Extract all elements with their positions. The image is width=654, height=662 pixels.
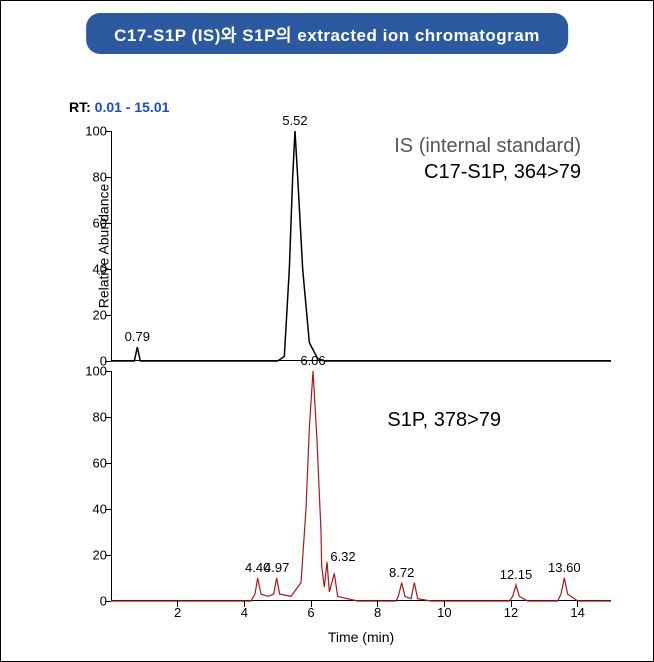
y-tick-label: 100	[85, 124, 107, 139]
y-tick-mark	[105, 463, 111, 464]
x-tick-label: 8	[374, 605, 381, 620]
x-tick-mark	[177, 601, 178, 607]
plot-area: Relative Abundance IS (internal standard…	[111, 131, 611, 611]
x-tick-label: 2	[174, 605, 181, 620]
x-tick-mark	[244, 601, 245, 607]
x-tick-label: 4	[241, 605, 248, 620]
x-tick-mark	[444, 601, 445, 607]
rt-range-label: RT: 0.01 - 15.01	[69, 99, 169, 115]
y-tick-label: 100	[85, 364, 107, 379]
x-tick-label: 6	[307, 605, 314, 620]
x-tick-label: 10	[437, 605, 451, 620]
annotation-s1p: S1P, 378>79	[387, 409, 501, 432]
peak-label: 4.97	[264, 560, 289, 575]
chromatogram-panel-s1p: S1P, 378>79 Time (min) 02040608010024681…	[111, 371, 611, 601]
y-tick-mark	[105, 177, 111, 178]
x-tick-label: 14	[570, 605, 584, 620]
peak-label: 13.60	[548, 560, 581, 575]
trace-s1p	[111, 371, 611, 601]
peak-label: 0.79	[125, 329, 150, 344]
x-tick-mark	[311, 601, 312, 607]
y-tick-mark	[105, 555, 111, 556]
y-tick-mark	[105, 269, 111, 270]
annotation-is-1: IS (internal standard)	[394, 135, 581, 158]
figure-title: C17-S1P (IS)와 S1P의 extracted ion chromat…	[86, 13, 568, 54]
x-axis-label: Time (min)	[328, 629, 394, 645]
y-tick-mark	[105, 315, 111, 316]
peak-label: 8.72	[389, 565, 414, 580]
chromatogram-panel-is: Relative Abundance IS (internal standard…	[111, 131, 611, 361]
peak-label: 12.15	[500, 567, 533, 582]
y-tick-mark	[105, 417, 111, 418]
x-tick-mark	[511, 601, 512, 607]
x-tick-mark	[377, 601, 378, 607]
peak-label: 6.06	[300, 353, 325, 368]
y-tick-mark	[105, 223, 111, 224]
y-axis-label-top: Relative Abundance	[95, 184, 111, 309]
y-tick-mark	[105, 601, 111, 602]
peak-label: 6.32	[330, 549, 355, 564]
x-tick-label: 12	[504, 605, 518, 620]
annotation-is-2: C17-S1P, 364>79	[424, 161, 581, 184]
figure-frame: C17-S1P (IS)와 S1P의 extracted ion chromat…	[0, 0, 654, 662]
y-tick-mark	[105, 131, 111, 132]
y-tick-mark	[105, 371, 111, 372]
rt-key: RT:	[69, 99, 91, 115]
rt-value: 0.01 - 15.01	[95, 99, 170, 115]
peak-label: 5.52	[282, 113, 307, 128]
y-tick-mark	[105, 361, 111, 362]
y-tick-mark	[105, 509, 111, 510]
x-tick-mark	[577, 601, 578, 607]
